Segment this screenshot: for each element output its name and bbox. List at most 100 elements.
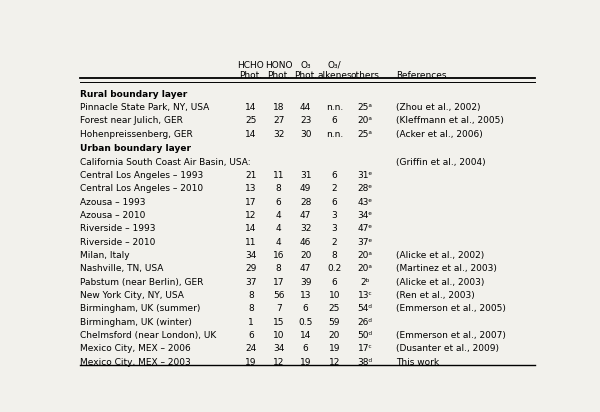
- Text: Central Los Angeles – 2010: Central Los Angeles – 2010: [80, 185, 203, 193]
- Text: 2: 2: [332, 238, 337, 247]
- Text: Azousa – 1993: Azousa – 1993: [80, 198, 145, 207]
- Text: 31: 31: [300, 171, 311, 180]
- Text: Phot.: Phot.: [239, 71, 262, 80]
- Text: (Zhou et al., 2002): (Zhou et al., 2002): [396, 103, 481, 112]
- Text: n.n.: n.n.: [326, 103, 343, 112]
- Text: Phot.: Phot.: [294, 71, 317, 80]
- Text: 25ᵃ: 25ᵃ: [358, 103, 373, 112]
- Text: 6: 6: [303, 344, 308, 353]
- Text: 14: 14: [245, 103, 256, 112]
- Text: 13: 13: [300, 291, 311, 300]
- Text: 32: 32: [300, 225, 311, 233]
- Text: Central Los Angeles – 1993: Central Los Angeles – 1993: [80, 171, 203, 180]
- Text: 25ᵃ: 25ᵃ: [358, 129, 373, 138]
- Text: 20ᵃ: 20ᵃ: [358, 265, 373, 273]
- Text: 13: 13: [245, 185, 257, 193]
- Text: 0.5: 0.5: [298, 318, 313, 327]
- Text: 12: 12: [329, 358, 340, 367]
- Text: 29: 29: [245, 265, 256, 273]
- Text: HCHO: HCHO: [238, 61, 264, 70]
- Text: 25: 25: [329, 304, 340, 313]
- Text: Mexico City, MEX – 2003: Mexico City, MEX – 2003: [80, 358, 190, 367]
- Text: 20ᵃ: 20ᵃ: [358, 116, 373, 125]
- Text: 32: 32: [273, 129, 284, 138]
- Text: 59: 59: [329, 318, 340, 327]
- Text: 17ᶜ: 17ᶜ: [358, 344, 373, 353]
- Text: (Alicke et al., 2003): (Alicke et al., 2003): [396, 278, 484, 287]
- Text: Pabstum (near Berlin), GER: Pabstum (near Berlin), GER: [80, 278, 203, 287]
- Text: (Emmerson et al., 2005): (Emmerson et al., 2005): [396, 304, 506, 313]
- Text: (Dusanter et al., 2009): (Dusanter et al., 2009): [396, 344, 499, 353]
- Text: 47: 47: [300, 265, 311, 273]
- Text: 17: 17: [245, 198, 257, 207]
- Text: 30: 30: [300, 129, 311, 138]
- Text: 2ᵇ: 2ᵇ: [361, 278, 370, 287]
- Text: Riverside – 2010: Riverside – 2010: [80, 238, 155, 247]
- Text: 4: 4: [276, 238, 281, 247]
- Text: 49: 49: [300, 185, 311, 193]
- Text: 21: 21: [245, 171, 256, 180]
- Text: O₃: O₃: [301, 61, 311, 70]
- Text: New York City, NY, USA: New York City, NY, USA: [80, 291, 184, 300]
- Text: Riverside – 1993: Riverside – 1993: [80, 225, 155, 233]
- Text: 15: 15: [273, 318, 284, 327]
- Text: 17: 17: [273, 278, 284, 287]
- Text: 19: 19: [329, 344, 340, 353]
- Text: 38ᵈ: 38ᵈ: [358, 358, 373, 367]
- Text: 6: 6: [248, 331, 254, 340]
- Text: 4: 4: [276, 211, 281, 220]
- Text: Phot.: Phot.: [267, 71, 290, 80]
- Text: This work: This work: [396, 358, 439, 367]
- Text: O₃/: O₃/: [328, 61, 341, 70]
- Text: California South Coast Air Basin, USA:: California South Coast Air Basin, USA:: [80, 158, 250, 167]
- Text: Mexico City, MEX – 2006: Mexico City, MEX – 2006: [80, 344, 190, 353]
- Text: 3: 3: [332, 225, 337, 233]
- Text: Chelmsford (near London), UK: Chelmsford (near London), UK: [80, 331, 216, 340]
- Text: Rural boundary layer: Rural boundary layer: [80, 89, 187, 98]
- Text: 11: 11: [273, 171, 284, 180]
- Text: 31ᵉ: 31ᵉ: [358, 171, 373, 180]
- Text: Urban boundary layer: Urban boundary layer: [80, 145, 191, 153]
- Text: 6: 6: [332, 198, 337, 207]
- Text: (Kleffmann et al., 2005): (Kleffmann et al., 2005): [396, 116, 504, 125]
- Text: 44: 44: [300, 103, 311, 112]
- Text: 12: 12: [273, 358, 284, 367]
- Text: Birmingham, UK (winter): Birmingham, UK (winter): [80, 318, 191, 327]
- Text: (Ren et al., 2003): (Ren et al., 2003): [396, 291, 475, 300]
- Text: 34: 34: [273, 344, 284, 353]
- Text: 2: 2: [332, 185, 337, 193]
- Text: 6: 6: [303, 304, 308, 313]
- Text: 39: 39: [300, 278, 311, 287]
- Text: 24: 24: [245, 344, 256, 353]
- Text: 20ᵃ: 20ᵃ: [358, 251, 373, 260]
- Text: 3: 3: [332, 211, 337, 220]
- Text: 28: 28: [300, 198, 311, 207]
- Text: 8: 8: [276, 185, 281, 193]
- Text: 11: 11: [245, 238, 257, 247]
- Text: 4: 4: [276, 225, 281, 233]
- Text: 8: 8: [276, 265, 281, 273]
- Text: 19: 19: [300, 358, 311, 367]
- Text: References: References: [396, 71, 446, 80]
- Text: 34ᵉ: 34ᵉ: [358, 211, 373, 220]
- Text: n.n.: n.n.: [326, 129, 343, 138]
- Text: 14: 14: [245, 225, 256, 233]
- Text: 28ᵉ: 28ᵉ: [358, 185, 373, 193]
- Text: others: others: [351, 71, 380, 80]
- Text: Nashville, TN, USA: Nashville, TN, USA: [80, 265, 163, 273]
- Text: 10: 10: [329, 291, 340, 300]
- Text: 12: 12: [245, 211, 256, 220]
- Text: 46: 46: [300, 238, 311, 247]
- Text: Hohenpreissenberg, GER: Hohenpreissenberg, GER: [80, 129, 193, 138]
- Text: 10: 10: [273, 331, 284, 340]
- Text: Azousa – 2010: Azousa – 2010: [80, 211, 145, 220]
- Text: 14: 14: [245, 129, 256, 138]
- Text: 14: 14: [300, 331, 311, 340]
- Text: 0.2: 0.2: [328, 265, 341, 273]
- Text: 18: 18: [273, 103, 284, 112]
- Text: 6: 6: [276, 198, 281, 207]
- Text: (Alicke et al., 2002): (Alicke et al., 2002): [396, 251, 484, 260]
- Text: 7: 7: [276, 304, 281, 313]
- Text: 47: 47: [300, 211, 311, 220]
- Text: 13ᶜ: 13ᶜ: [358, 291, 373, 300]
